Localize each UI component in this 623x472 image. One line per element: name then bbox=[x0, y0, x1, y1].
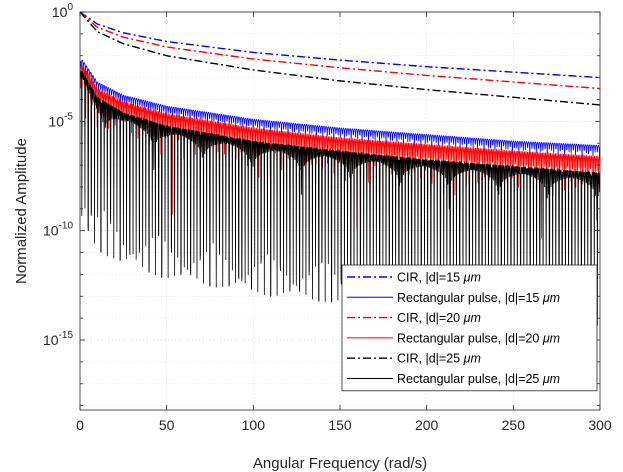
legend-label: CIR, |d|=25 μm bbox=[397, 352, 481, 366]
series-line bbox=[80, 63, 600, 239]
legend: CIR, |d|=15 μm Rectangular pulse, |d|=15 … bbox=[341, 264, 598, 392]
legend-label: Rectangular pulse, |d|=15 μm bbox=[397, 291, 560, 305]
y-tick-label: 100 bbox=[52, 2, 74, 20]
x-tick-label: 100 bbox=[242, 417, 266, 433]
x-tick-label: 150 bbox=[328, 417, 352, 433]
tick-marks bbox=[79, 11, 601, 410]
legend-label: Rectangular pulse, |d|=20 μm bbox=[397, 331, 560, 345]
legend-label: CIR, |d|=20 μm bbox=[397, 311, 481, 325]
legend-label: CIR, |d|=15 μm bbox=[397, 271, 481, 285]
y-tick-label: 10-10 bbox=[43, 221, 73, 239]
series-line bbox=[80, 59, 600, 159]
x-tick-label: 250 bbox=[502, 417, 526, 433]
x-axis-label: Angular Frequency (rad/s) bbox=[253, 455, 427, 472]
x-tick-label: 0 bbox=[76, 417, 84, 433]
series-line bbox=[80, 12, 600, 90]
y-tick-label: 10-5 bbox=[49, 111, 74, 129]
series-layer bbox=[80, 12, 600, 326]
legend-box bbox=[341, 264, 598, 392]
series-line bbox=[80, 12, 600, 106]
x-tick-label: 300 bbox=[588, 417, 612, 433]
x-tick-label: 200 bbox=[415, 417, 439, 433]
x-tick-label: 50 bbox=[159, 417, 175, 433]
y-tick-labels: 100 10-5 10-10 10-15 bbox=[43, 2, 73, 348]
x-tick-labels: 0 50 100 150 200 250 300 bbox=[76, 417, 612, 433]
y-tick-label: 10-15 bbox=[43, 330, 73, 348]
legend-label: Rectangular pulse, |d|=25 μm bbox=[397, 372, 560, 386]
y-axis-label: Normalized Amplitude bbox=[13, 138, 30, 284]
series-line bbox=[80, 12, 600, 79]
series-line bbox=[80, 70, 600, 326]
